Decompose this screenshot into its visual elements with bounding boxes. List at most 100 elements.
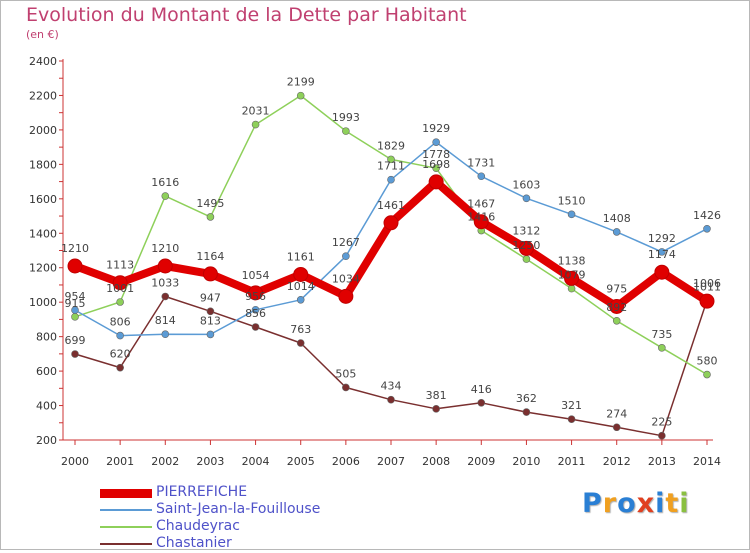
data-point xyxy=(564,270,580,286)
data-label: 1993 xyxy=(332,111,360,124)
data-label: 1467 xyxy=(467,198,495,211)
data-label: 1461 xyxy=(377,199,405,212)
data-label: 1210 xyxy=(151,242,179,255)
data-label: 1054 xyxy=(242,269,270,282)
x-tick-label: 2006 xyxy=(332,455,360,468)
data-point xyxy=(699,293,715,309)
data-point xyxy=(71,306,79,314)
data-point xyxy=(383,215,399,231)
data-point xyxy=(112,275,128,291)
legend-swatch xyxy=(100,543,152,545)
y-tick-label: 2000 xyxy=(29,124,57,137)
y-tick-label: 1800 xyxy=(29,158,57,171)
y-tick-label: 800 xyxy=(36,331,57,344)
data-point xyxy=(161,192,170,200)
data-label: 1006 xyxy=(693,277,721,290)
data-point xyxy=(206,330,215,339)
data-label: 1426 xyxy=(693,209,721,222)
data-label: 1014 xyxy=(287,280,315,293)
legend-label: Saint-Jean-la-Fouillouse xyxy=(156,501,321,517)
data-label: 975 xyxy=(606,282,627,295)
y-tick-label: 200 xyxy=(36,434,57,447)
data-point xyxy=(432,138,440,146)
data-label: 1731 xyxy=(467,156,495,169)
data-label: 274 xyxy=(606,407,627,420)
x-tick-label: 2004 xyxy=(242,455,270,468)
data-label: 1416 xyxy=(467,211,495,224)
data-point xyxy=(206,213,215,221)
chart-unit-label: (en €) xyxy=(26,28,59,41)
data-label: 1408 xyxy=(603,212,631,225)
y-tick-label: 1400 xyxy=(29,227,57,240)
data-point xyxy=(612,423,621,432)
data-label: 699 xyxy=(65,334,86,347)
data-label: 1778 xyxy=(422,148,450,161)
data-label: 580 xyxy=(697,355,718,368)
x-tick-label: 2009 xyxy=(467,455,495,468)
x-tick-label: 2013 xyxy=(648,455,676,468)
data-label: 416 xyxy=(471,383,492,396)
data-label: 1698 xyxy=(422,158,450,171)
data-point xyxy=(522,194,531,203)
data-point xyxy=(432,405,440,413)
data-label: 1164 xyxy=(196,250,224,263)
data-label: 1033 xyxy=(151,276,179,289)
y-tick-label: 400 xyxy=(36,400,57,413)
legend-swatch xyxy=(100,526,152,528)
data-point xyxy=(338,288,354,304)
data-label: 321 xyxy=(561,399,582,412)
data-point xyxy=(654,264,670,280)
data-point xyxy=(703,224,711,233)
data-point xyxy=(67,258,83,274)
data-point xyxy=(116,363,124,372)
y-tick-label: 1200 xyxy=(29,262,57,275)
data-point xyxy=(206,307,215,316)
data-point xyxy=(161,330,170,339)
x-tick-label: 2005 xyxy=(287,455,315,468)
data-label: 1312 xyxy=(512,224,540,237)
data-point xyxy=(71,350,79,358)
x-tick-label: 2003 xyxy=(196,455,224,468)
legend-label: Chaudeyrac xyxy=(156,518,240,534)
data-labels-layer: 699 620 1033 947 856 763 505 434 381 416 362 321 274… xyxy=(61,76,721,429)
x-tick-label: 2002 xyxy=(151,455,179,468)
data-label: 954 xyxy=(65,290,86,303)
x-tick-label: 2014 xyxy=(693,455,721,468)
logo-letter: t xyxy=(665,488,680,519)
data-label: 813 xyxy=(200,314,221,327)
data-label: 1250 xyxy=(512,239,540,252)
y-tick-label: 600 xyxy=(36,365,57,378)
data-point xyxy=(522,408,531,416)
data-point xyxy=(428,174,444,190)
data-label: 1603 xyxy=(512,178,540,191)
data-label: 1711 xyxy=(377,160,405,173)
logo-letter: x xyxy=(636,488,656,519)
data-point xyxy=(522,255,531,263)
data-point xyxy=(342,252,350,260)
data-point xyxy=(658,344,666,352)
data-label: 1034 xyxy=(332,272,360,285)
data-point xyxy=(116,298,124,306)
data-label: 381 xyxy=(426,389,447,402)
data-label: 892 xyxy=(606,301,627,314)
data-label: 856 xyxy=(245,307,266,320)
data-label: 2031 xyxy=(242,105,270,118)
data-point xyxy=(202,266,218,282)
x-tick-label: 2007 xyxy=(377,455,405,468)
data-label: 1495 xyxy=(196,197,224,210)
data-point xyxy=(387,395,395,404)
data-label: 1138 xyxy=(558,254,586,267)
data-point xyxy=(612,316,621,325)
data-point xyxy=(342,127,350,135)
data-point xyxy=(387,155,395,164)
data-label: 1616 xyxy=(151,176,179,189)
data-point xyxy=(518,240,534,256)
data-point xyxy=(612,228,621,236)
data-point xyxy=(658,248,666,256)
data-label: 763 xyxy=(290,323,311,336)
data-label: 1001 xyxy=(106,282,134,295)
data-point xyxy=(658,431,666,440)
data-label: 956 xyxy=(245,290,266,303)
